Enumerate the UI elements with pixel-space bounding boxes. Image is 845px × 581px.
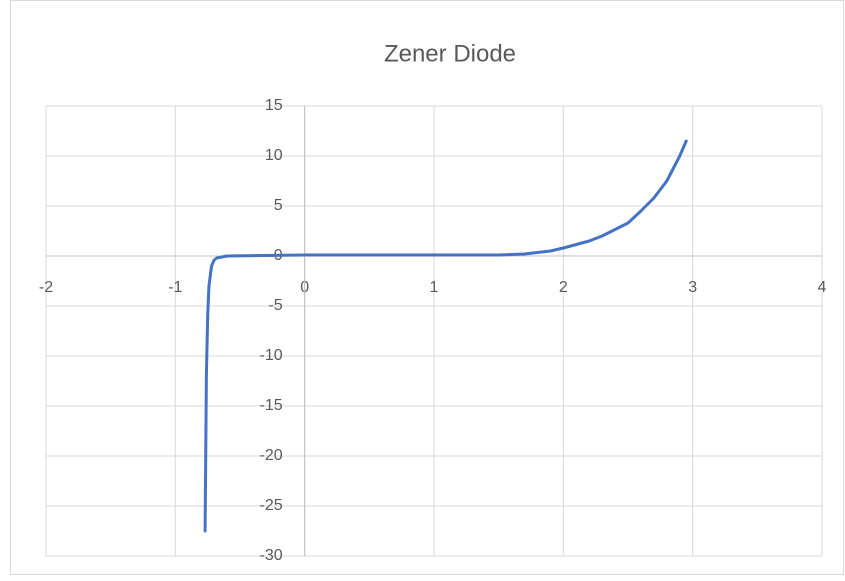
y-tick-label: -10 [260, 347, 283, 364]
x-tick-label: -1 [168, 279, 182, 296]
y-tick-label: -30 [260, 547, 283, 564]
x-tick-label: 2 [559, 279, 568, 296]
y-tick-label: 15 [265, 97, 283, 114]
x-tick-label: 1 [430, 279, 439, 296]
x-tick-label: 4 [818, 279, 827, 296]
y-tick-label: 10 [265, 147, 283, 164]
chart-title: Zener Diode [384, 40, 516, 67]
y-tick-label: -25 [260, 497, 283, 514]
x-tick-label: -2 [39, 279, 53, 296]
y-tick-label: -15 [260, 397, 283, 414]
y-tick-label: -5 [268, 297, 282, 314]
y-tick-label: 5 [274, 197, 283, 214]
y-tick-label: -20 [260, 447, 283, 464]
x-tick-label: 3 [688, 279, 697, 296]
data-line [203, 139, 688, 533]
chart-frame [10, 0, 844, 575]
